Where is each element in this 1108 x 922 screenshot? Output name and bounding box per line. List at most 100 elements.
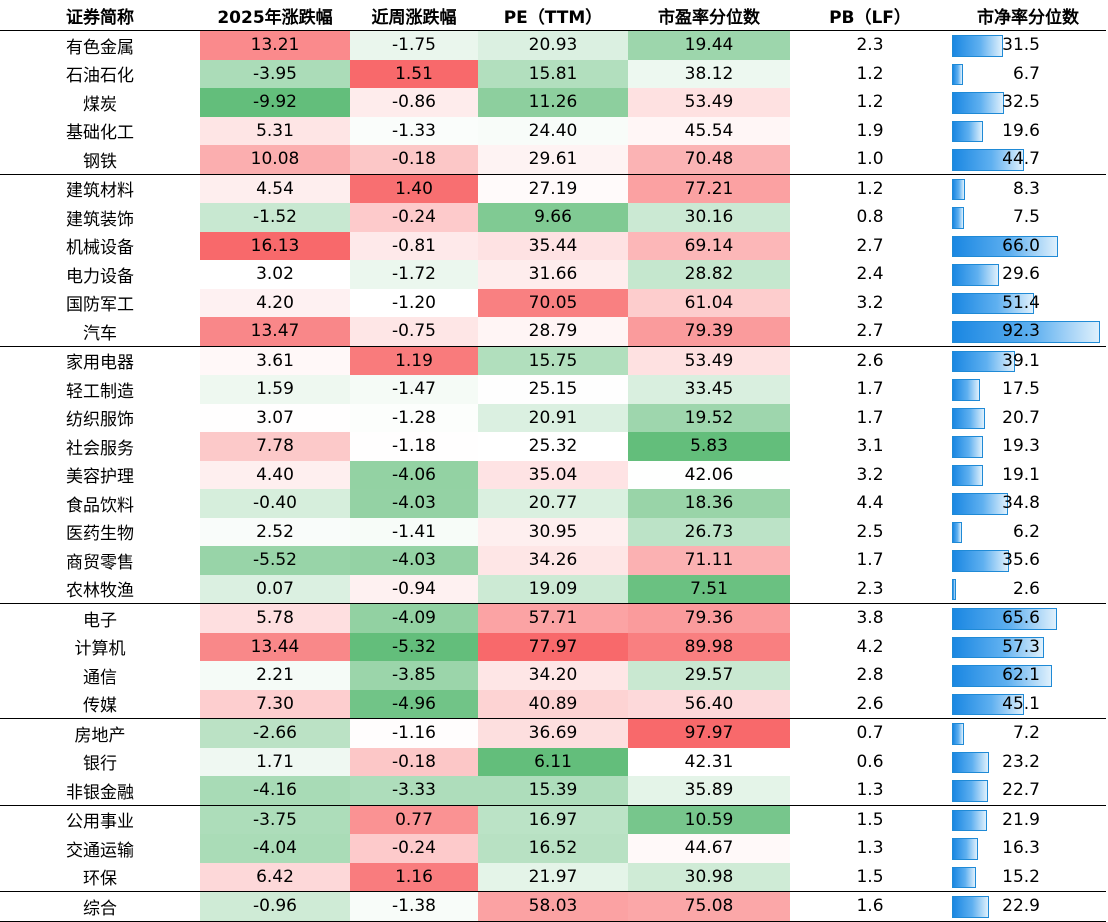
table-row: 医药生物 2.52 -1.41 30.95 26.73 2.5 6.2	[0, 517, 1106, 546]
ytd-change-cell: 0.07	[200, 574, 350, 604]
pe-cell: 58.03	[478, 891, 628, 922]
pe-cell: 57.71	[478, 603, 628, 633]
pb-percentile-cell: 15.2	[950, 862, 1106, 892]
industry-name-cell: 传媒	[0, 689, 200, 719]
table-row: 家用电器 3.61 1.19 15.75 53.49 2.6 39.1	[0, 346, 1106, 375]
pb-percentile-cell: 51.4	[950, 288, 1106, 317]
pe-percentile-cell: 44.67	[628, 834, 790, 863]
pb-percentile-value: 7.5	[1012, 207, 1040, 228]
week-change-cell: -4.06	[350, 460, 478, 489]
pb-percentile-value: 34.8	[1002, 493, 1040, 514]
pb-percentile-cell: 45.1	[950, 689, 1106, 719]
pe-percentile-cell: 75.08	[628, 891, 790, 922]
ytd-change-cell: -4.16	[200, 776, 350, 806]
ytd-change-cell: 6.42	[200, 862, 350, 892]
pb-percentile-value: 22.9	[1002, 896, 1040, 917]
pb-percentile-cell: 44.7	[950, 145, 1106, 175]
pe-percentile-cell: 61.04	[628, 288, 790, 317]
week-change-cell: 1.16	[350, 862, 478, 892]
pb-cell: 1.5	[790, 805, 950, 834]
table-row: 食品饮料 -0.40 -4.03 20.77 18.36 4.4 34.8	[0, 489, 1106, 518]
week-change-cell: -0.24	[350, 203, 478, 232]
industry-name-cell: 商贸零售	[0, 546, 200, 575]
industry-name-cell: 交通运输	[0, 834, 200, 863]
week-change-cell: -1.28	[350, 403, 478, 432]
ytd-change-cell: 5.31	[200, 116, 350, 145]
pb-percentile-value: 19.6	[1002, 120, 1040, 141]
pe-cell: 34.26	[478, 546, 628, 575]
ytd-change-cell: -9.92	[200, 88, 350, 117]
industry-name-cell: 电子	[0, 603, 200, 633]
pb-cell: 0.6	[790, 747, 950, 776]
pe-cell: 29.61	[478, 145, 628, 175]
pb-percentile-cell: 2.6	[950, 574, 1106, 604]
week-change-cell: -0.18	[350, 145, 478, 175]
table-row: 环保 6.42 1.16 21.97 30.98 1.5 15.2	[0, 862, 1106, 892]
pb-cell: 2.6	[790, 346, 950, 375]
pe-cell: 30.95	[478, 517, 628, 546]
ytd-change-cell: -3.75	[200, 805, 350, 834]
pb-cell: 3.8	[790, 603, 950, 633]
pe-percentile-cell: 42.06	[628, 460, 790, 489]
industry-name-cell: 公用事业	[0, 805, 200, 834]
pb-percentile-cell: 34.8	[950, 489, 1106, 518]
ytd-change-cell: 7.78	[200, 432, 350, 461]
pb-percentile-cell: 19.6	[950, 116, 1106, 145]
pb-percentile-value: 20.7	[1002, 407, 1040, 428]
pe-percentile-cell: 30.98	[628, 862, 790, 892]
pb-percentile-bar	[952, 838, 979, 860]
pb-cell: 1.6	[790, 891, 950, 922]
pe-cell: 25.32	[478, 432, 628, 461]
pb-percentile-cell: 17.5	[950, 375, 1106, 404]
week-change-cell: -0.24	[350, 834, 478, 863]
week-change-cell: -3.85	[350, 661, 478, 690]
pb-cell: 0.7	[790, 718, 950, 748]
pe-cell: 25.15	[478, 375, 628, 404]
table-row: 通信 2.21 -3.85 34.20 29.57 2.8 62.1	[0, 661, 1106, 690]
pe-percentile-cell: 77.21	[628, 174, 790, 203]
industry-name-cell: 美容护理	[0, 460, 200, 489]
pb-percentile-cell: 22.9	[950, 891, 1106, 922]
ytd-change-cell: -1.52	[200, 203, 350, 232]
table-row: 房地产 -2.66 -1.16 36.69 97.97 0.7 7.2	[0, 718, 1106, 748]
pb-percentile-bar	[952, 149, 1024, 171]
table-row: 传媒 7.30 -4.96 40.89 56.40 2.6 45.1	[0, 689, 1106, 719]
table-row: 建筑装饰 -1.52 -0.24 9.66 30.16 0.8 7.5	[0, 203, 1106, 232]
pb-percentile-bar	[952, 178, 966, 200]
table-body: 有色金属 13.21 -1.75 20.93 19.44 2.3 31.5 石油石化 -3.95…	[0, 30, 1106, 922]
pb-percentile-bar	[952, 578, 957, 600]
pb-percentile-bar	[952, 207, 965, 229]
ytd-change-cell: 1.59	[200, 375, 350, 404]
pb-percentile-cell: 6.7	[950, 59, 1106, 88]
pb-percentile-value: 15.2	[1002, 866, 1040, 887]
table-row: 综合 -0.96 -1.38 58.03 75.08 1.6 22.9	[0, 891, 1106, 922]
pe-percentile-cell: 89.98	[628, 632, 790, 661]
pb-cell: 2.8	[790, 661, 950, 690]
week-change-cell: 0.77	[350, 805, 478, 834]
pb-percentile-cell: 6.2	[950, 517, 1106, 546]
table-row: 建筑材料 4.54 1.40 27.19 77.21 1.2 8.3	[0, 174, 1106, 203]
pe-cell: 35.04	[478, 460, 628, 489]
table-row: 美容护理 4.40 -4.06 35.04 42.06 3.2 19.1	[0, 460, 1106, 489]
pb-percentile-cell: 7.2	[950, 718, 1106, 748]
week-change-cell: -1.16	[350, 718, 478, 748]
pb-percentile-value: 35.6	[1002, 550, 1040, 571]
ytd-change-cell: 1.71	[200, 747, 350, 776]
pb-percentile-bar	[952, 550, 1010, 572]
pb-percentile-bar	[952, 464, 983, 486]
pb-percentile-bar	[952, 693, 1025, 715]
ytd-change-cell: 3.07	[200, 403, 350, 432]
industry-name-cell: 汽车	[0, 317, 200, 347]
pb-cell: 2.6	[790, 689, 950, 719]
header-pb: PB（LF）	[790, 0, 950, 31]
ytd-change-cell: -2.66	[200, 718, 350, 748]
pb-percentile-value: 6.2	[1012, 521, 1040, 542]
pe-cell: 24.40	[478, 116, 628, 145]
pe-cell: 6.11	[478, 747, 628, 776]
pb-cell: 1.2	[790, 174, 950, 203]
pe-percentile-cell: 70.48	[628, 145, 790, 175]
header-week-change: 近周涨跌幅	[350, 0, 478, 31]
pe-percentile-cell: 33.45	[628, 375, 790, 404]
pb-percentile-bar	[952, 120, 984, 142]
week-change-cell: -4.03	[350, 489, 478, 518]
